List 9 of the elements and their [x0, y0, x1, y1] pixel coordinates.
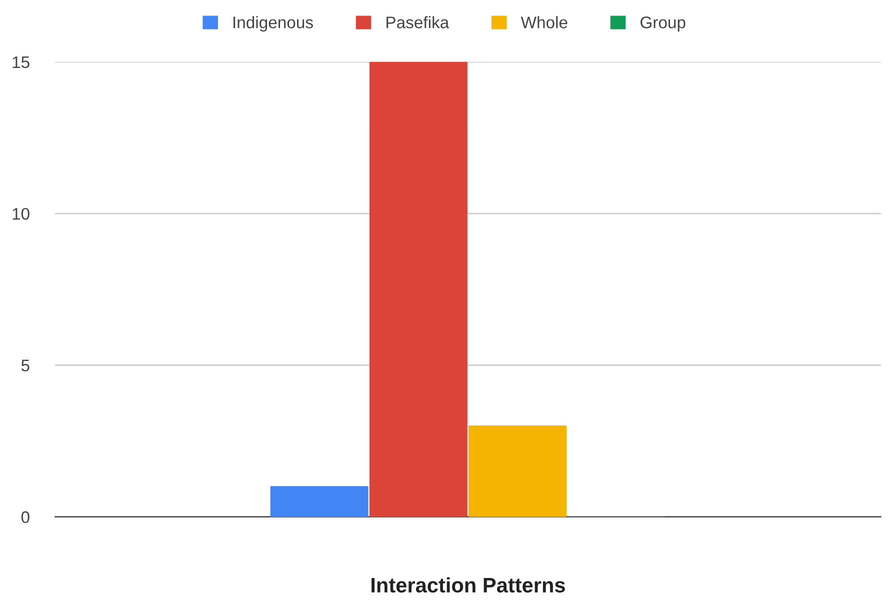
y-tick-label: 5	[21, 360, 30, 372]
legend-label: Pasefika	[386, 16, 450, 28]
y-tick-label: 0	[21, 511, 30, 524]
y-tick-label: 15	[12, 56, 30, 68]
x-axis-title: Interaction Patterns	[372, 577, 565, 593]
y-tick-label: 10	[12, 208, 30, 220]
legend-label: Group	[640, 16, 686, 32]
legend-label: Indigenous	[234, 16, 313, 32]
legend-label: Whole	[520, 16, 568, 28]
